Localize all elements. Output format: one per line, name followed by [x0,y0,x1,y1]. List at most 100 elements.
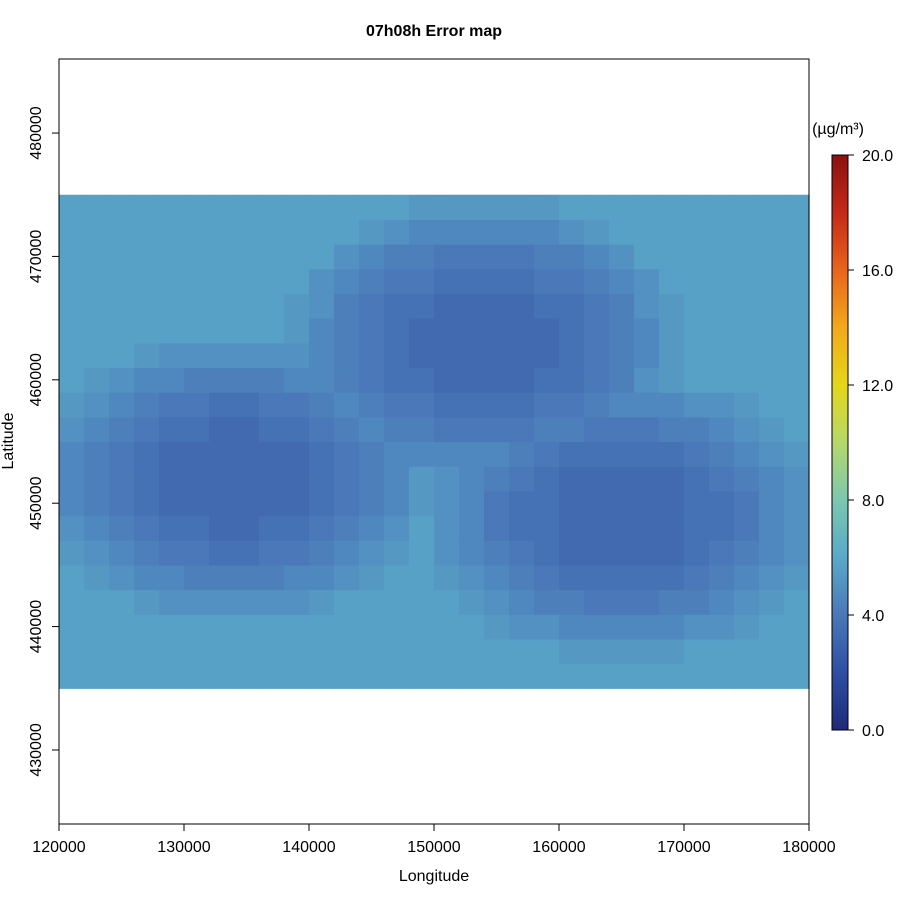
heatmap-cell [159,663,185,689]
heatmap-cell [234,614,260,640]
heatmap-cell [409,318,435,344]
heatmap-cell [84,244,110,270]
heatmap-cell [134,244,160,270]
heatmap-cell [759,638,785,665]
heatmap-cell [209,490,235,517]
x-axis: 120000 130000 140000 150000 160000 170000 1800… [32,824,836,856]
heatmap-cell [234,540,260,566]
heatmap-cell [734,219,760,245]
heatmap-cell [734,244,760,270]
heatmap-cell [59,342,85,369]
heatmap-cell [634,194,660,221]
heatmap-cell [509,638,535,665]
heatmap-cell [159,416,185,443]
heatmap-cell [484,342,510,369]
heatmap-cell [434,392,460,418]
heatmap-cell [84,663,110,689]
heatmap-cell [659,342,685,369]
heatmap-cell [559,663,585,689]
heatmap-cell [159,367,185,393]
heatmap-cell [509,466,535,492]
heatmap-cell [459,342,485,369]
heatmap-cell [184,342,210,369]
heatmap-cell [84,342,110,369]
y-tick-label: 470000 [28,230,45,283]
heatmap-cell [659,638,685,665]
heatmap-cell [184,194,210,221]
heatmap-cell [484,219,510,245]
heatmap-cell [134,416,160,443]
heatmap-cell [234,441,260,467]
heatmap-cell [359,638,385,665]
heatmap-cell [209,416,235,443]
heatmap-cell [209,638,235,665]
heatmap-cell [159,466,185,492]
heatmap-cell [634,490,660,517]
heatmap-cell [434,589,460,615]
heatmap-cell [559,466,585,492]
heatmap-cell [309,342,335,369]
heatmap-cell [259,564,285,591]
heatmap-cell [234,268,260,295]
heatmap-cell [59,367,85,393]
heatmap-cell [784,638,810,665]
heatmap-cell [734,318,760,344]
heatmap-cell [259,515,285,541]
heatmap-cell [84,638,110,665]
heatmap-cell [59,540,85,566]
heatmap-cell [309,589,335,615]
heatmap-cell [359,564,385,591]
heatmap-cell [109,663,135,689]
heatmap-cell [134,194,160,221]
heatmap-cell [534,342,560,369]
heatmap-cell [384,540,410,566]
heatmap-cell [634,367,660,393]
x-tick-label: 170000 [657,839,710,856]
heatmap-cell [284,318,310,344]
heatmap-cell [634,515,660,541]
heatmap-cell [384,293,410,319]
heatmap-cell [59,614,85,640]
heatmap-cell [484,614,510,640]
heatmap-cell [659,244,685,270]
heatmap-cell [709,342,735,369]
heatmap-cell [684,663,710,689]
heatmap-cell [159,441,185,467]
heatmap-cell [209,392,235,418]
heatmap-cell [584,244,610,270]
heatmap-cell [509,564,535,591]
heatmap-cell [459,540,485,566]
heatmap-cell [709,367,735,393]
heatmap-cell [209,367,235,393]
heatmap-cell [509,219,535,245]
heatmap-cell [184,268,210,295]
heatmap-cell [409,466,435,492]
chart-title: 07h08h Error map [366,23,502,40]
heatmap-cell [609,293,635,319]
heatmap-cell [159,318,185,344]
x-tick-label: 130000 [157,839,210,856]
heatmap-cell [334,564,360,591]
heatmap-cell [134,638,160,665]
heatmap-cell [259,318,285,344]
heatmap-cell [109,392,135,418]
heatmap-cell [684,392,710,418]
heatmap-cell [659,268,685,295]
heatmap-cell [459,515,485,541]
heatmap-cell [359,589,385,615]
heatmap-cell [659,490,685,517]
heatmap-cell [759,515,785,541]
heatmap-cell [734,589,760,615]
heatmap-cell [184,392,210,418]
heatmap-cell [409,515,435,541]
heatmap-cell [609,194,635,221]
heatmap-cell [609,367,635,393]
heatmap-cell [609,540,635,566]
heatmap-cell [234,293,260,319]
x-axis-label: Longitude [399,868,469,885]
heatmap-cell [184,466,210,492]
x-tick-label: 160000 [532,839,585,856]
heatmap-cell [759,219,785,245]
heatmap-cell [284,490,310,517]
heatmap-cell [659,293,685,319]
